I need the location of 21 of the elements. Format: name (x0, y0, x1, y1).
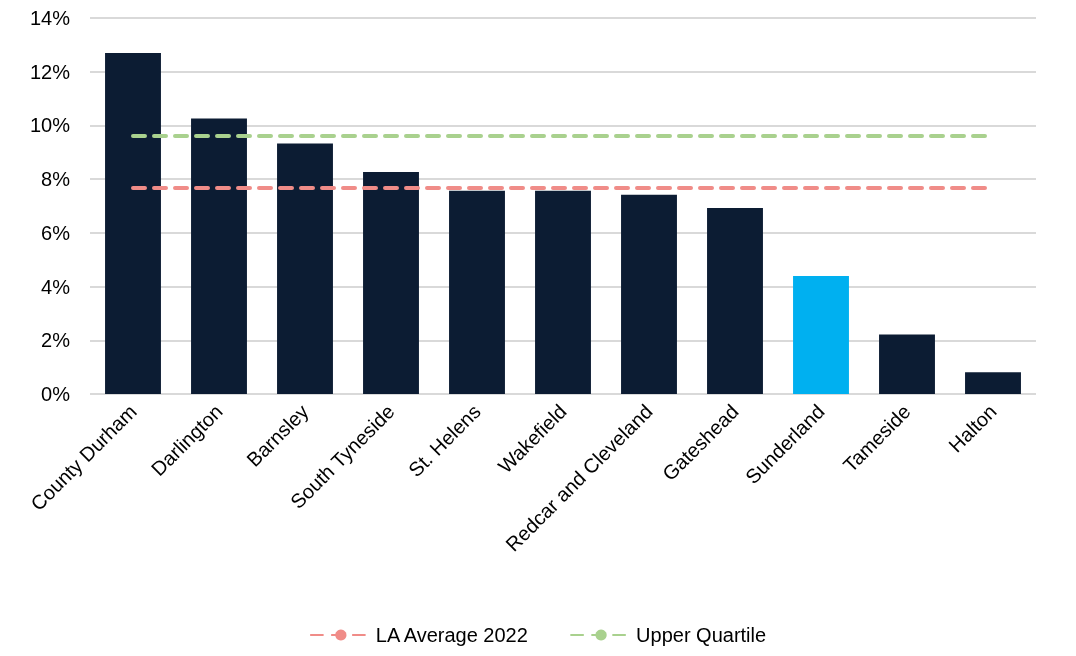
y-tick-label: 6% (41, 221, 71, 244)
y-tick-label: 0% (41, 383, 71, 405)
bar (621, 194, 677, 394)
bar (105, 52, 161, 394)
y-tick-label: 12% (29, 60, 71, 83)
y-tick-label: 8% (41, 168, 71, 191)
y-tick-label: 10% (29, 114, 71, 137)
bar (535, 190, 591, 394)
legend-label: Upper Quartile (636, 624, 767, 646)
bar (793, 276, 849, 394)
bar (191, 118, 247, 394)
bar (965, 372, 1021, 394)
bar (707, 207, 763, 394)
y-tick-label: 4% (41, 275, 71, 298)
bar (449, 190, 505, 394)
legend-label: LA Average 2022 (375, 624, 528, 646)
bar (879, 334, 935, 394)
bar (363, 171, 419, 394)
bar (277, 143, 333, 394)
y-tick-label: 14% (29, 7, 71, 29)
y-tick-label: 2% (41, 329, 71, 352)
